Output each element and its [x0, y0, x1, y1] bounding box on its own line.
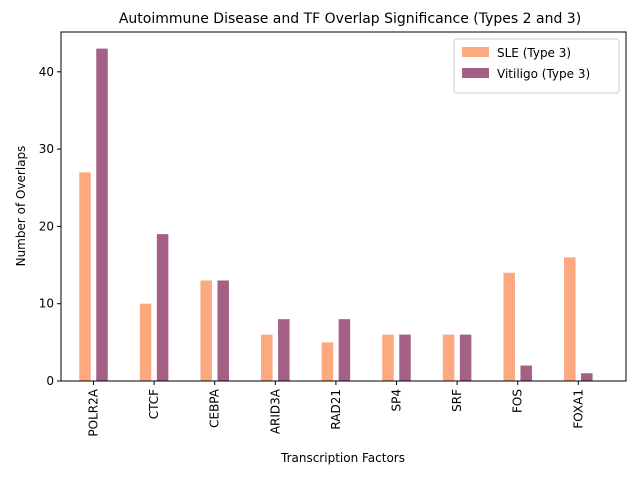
bar-series1-sp4	[382, 334, 394, 381]
legend-swatch	[462, 47, 489, 57]
x-tick-label: CEBPA	[208, 388, 222, 428]
legend: SLE (Type 3) Vitiligo (Type 3)	[453, 38, 620, 94]
y-tick-label: 30	[39, 142, 54, 156]
legend-label: Vitiligo (Type 3)	[497, 67, 590, 81]
x-tick-label: RAD21	[329, 389, 343, 430]
x-axis-label: Transcription Factors	[280, 451, 405, 465]
legend-swatch	[462, 68, 489, 78]
bar-series1-polr2a	[79, 172, 91, 381]
bar-series2-cebpa	[217, 280, 229, 381]
plot-frame	[60, 31, 627, 382]
x-tick-label: SRF	[450, 389, 464, 412]
x-tick-label: CTCF	[147, 389, 161, 419]
bars-layer	[79, 48, 593, 382]
bar-series2-foxa1	[581, 373, 593, 381]
bar-series1-srf	[442, 334, 455, 381]
chart-title: Autoimmune Disease and TF Overlap Signif…	[119, 11, 581, 27]
x-tick-label: SP4	[390, 389, 404, 412]
bar-series2-fos	[520, 365, 532, 381]
bar-series2-ctcf	[156, 234, 169, 381]
x-tick-label: FOXA1	[571, 389, 585, 429]
y-tick-label: 20	[39, 219, 54, 233]
bar-series2-polr2a	[96, 48, 108, 382]
bar-series1-ctcf	[139, 303, 152, 381]
x-axis: POLR2A CTCF CEBPA ARID3A RAD21 SP4 SRF FOS FOXA1	[87, 381, 585, 437]
bar-series1-arid3a	[261, 334, 273, 381]
y-tick-label: 10	[39, 297, 54, 311]
bar-series1-rad21	[321, 342, 334, 381]
bar-series2-arid3a	[278, 319, 290, 381]
bar-series1-foxa1	[564, 257, 576, 381]
y-tick-label: 40	[39, 65, 54, 79]
y-tick-label: 0	[46, 374, 54, 388]
y-axis-label: Number of Overlaps	[14, 146, 28, 267]
bar-series1-fos	[503, 272, 515, 381]
bar-series2-sp4	[399, 334, 411, 381]
bar-series2-rad21	[338, 319, 351, 381]
x-tick-label: ARID3A	[268, 388, 282, 434]
x-tick-label: FOS	[511, 389, 525, 413]
y-axis: 0 10 20 30 40	[39, 65, 61, 388]
x-tick-label: POLR2A	[87, 388, 101, 436]
bar-series1-cebpa	[200, 280, 212, 381]
legend-frame	[453, 38, 620, 94]
bar-series2-srf	[459, 334, 472, 381]
legend-label: SLE (Type 3)	[497, 46, 571, 60]
